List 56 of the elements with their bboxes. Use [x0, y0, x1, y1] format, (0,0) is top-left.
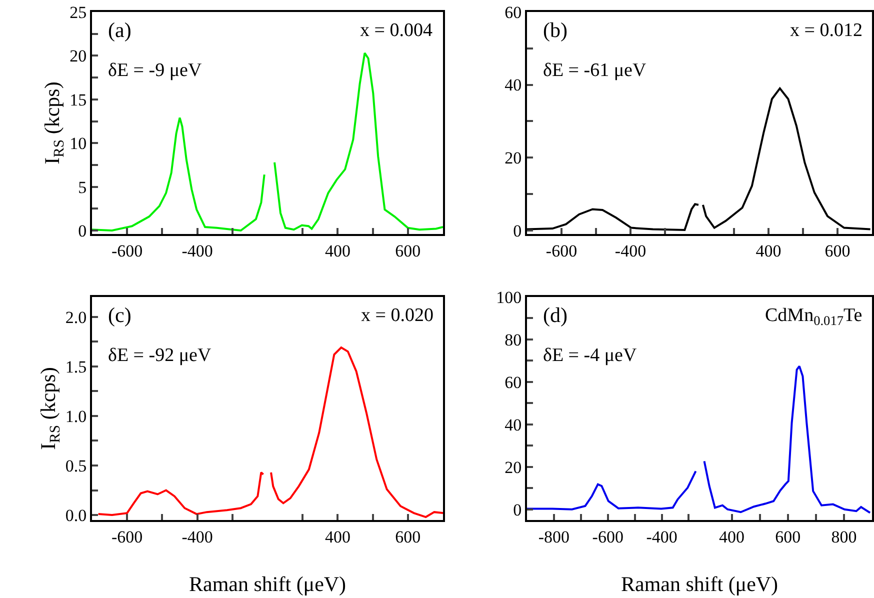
y-tick-label: 2.0: [65, 308, 87, 327]
y-tick-label: 1.5: [65, 357, 87, 376]
x-tick-label: -400: [646, 527, 678, 546]
annotation: (a): [108, 18, 132, 42]
annotation: (d): [543, 303, 568, 327]
annotation: δE = -9 μeV: [108, 60, 202, 81]
annotation: x = 0.004: [360, 20, 433, 41]
x-tick-label: 600: [395, 241, 421, 260]
x-axis-title: Raman shift (μeV): [189, 572, 346, 596]
y-tick-label: 100: [496, 288, 522, 307]
y-tick-label: 25: [70, 2, 87, 22]
x-tick-label: -400: [182, 241, 213, 260]
y-tick-label: 0.5: [65, 456, 87, 476]
x-tick-label: 600: [775, 527, 801, 546]
y-tick-label: 40: [504, 76, 522, 95]
annotation: δE = -61 μeV: [543, 60, 646, 81]
x-tick-label: 800: [831, 527, 857, 546]
y-tick-label: 15: [70, 90, 87, 110]
x-tick-label: -600: [112, 527, 143, 546]
y-tick-label: 20: [504, 148, 522, 168]
y-tick-label: 0: [513, 221, 522, 240]
x-tick-label: -400: [182, 527, 213, 546]
x-tick-label: 400: [719, 527, 745, 546]
x-tick-label: -600: [112, 241, 143, 260]
annotation: x = 0.012: [790, 20, 862, 41]
y-tick-label: 0.0: [65, 506, 87, 525]
annotation: δE = -92 μeV: [108, 345, 212, 366]
line-series: [97, 471, 264, 516]
x-tick-label: -600: [592, 527, 624, 546]
y-tick-label: 1.0: [65, 406, 87, 426]
y-tick-label: 20: [70, 46, 87, 66]
y-tick-label: 20: [504, 458, 522, 477]
y-tick-label: 5: [78, 178, 87, 197]
y-tick-label: 0: [78, 221, 87, 240]
annotation: (b): [543, 18, 568, 42]
y-tick-label: 60: [504, 372, 522, 392]
x-tick-label: 600: [395, 527, 421, 546]
y-tick-label: 80: [504, 330, 522, 350]
x-tick-label: 400: [324, 527, 350, 546]
x-tick-label: -800: [538, 527, 570, 546]
annotation: CdMn$_{0.017}$Te: [765, 305, 862, 328]
y-tick-label: 60: [504, 2, 522, 22]
y-tick-label: 0: [513, 500, 522, 520]
x-tick-label: -600: [546, 241, 578, 260]
x-tick-label: 400: [324, 241, 350, 260]
x-axis-title: Raman shift (μeV): [621, 572, 778, 596]
x-tick-label: 400: [756, 241, 782, 260]
annotation: (c): [108, 303, 132, 327]
y-tick-label: 10: [70, 134, 87, 154]
annotation: x = 0.020: [361, 305, 434, 326]
x-tick-label: -400: [614, 241, 646, 260]
line-series: [92, 116, 266, 232]
x-tick-label: 600: [824, 241, 850, 260]
annotation: δE = -4 μeV: [543, 345, 637, 366]
y-tick-label: 40: [504, 415, 522, 434]
line-series: [527, 470, 697, 510]
